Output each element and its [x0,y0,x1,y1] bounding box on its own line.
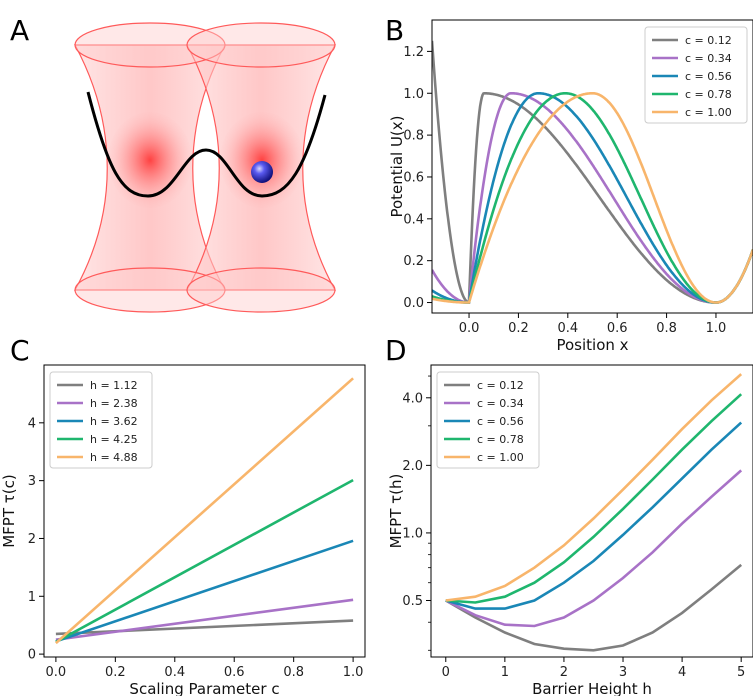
x-tick-label-b-1: 0.2 [508,321,529,336]
y-tick-label-b-3: 0.6 [403,170,424,185]
x-tick-label-b-3: 0.6 [607,321,628,336]
x-tick-label-c-5: 1.0 [343,665,364,680]
plot-frame-d [430,364,753,658]
y-tick-label-d-3: 4.0 [402,391,423,406]
series-line-d-4 [445,373,743,602]
x-tick-label-c-2: 0.4 [164,665,185,680]
left-beam-bottom [74,267,226,313]
y-tick-label-b-6: 1.2 [403,45,424,60]
right-focus [220,112,304,208]
legend-d [436,371,540,469]
y-tick-label-c-3: 3 [28,474,36,489]
plot-frame-b [431,19,753,314]
y-tick-label-d-1: 1.0 [402,526,423,541]
legend-label-d-4: c = 1.00 [477,451,524,464]
y-axis-label-d: MFPT τ(h) [387,474,405,549]
double-well-curve [86,91,327,198]
y-tick-label-c-1: 1 [28,590,36,605]
y-tick-label-b-0: 0.0 [403,296,424,311]
y-tick-label-c-2: 2 [28,532,36,547]
series-line-b-4 [432,92,753,304]
right-beam-bottom [186,267,336,313]
series-line-c-2 [55,539,354,643]
x-tick-label-b-0: 0.0 [459,321,480,336]
series-line-d-1 [445,469,743,628]
y-tick-label-d-0: 0.5 [402,594,423,609]
x-tick-label-c-3: 0.6 [224,665,245,680]
x-tick-label-d-0: 0 [442,665,450,680]
x-tick-label-b-5: 1.0 [706,321,727,336]
series-line-c-3 [55,478,354,644]
x-tick-label-d-1: 1 [501,665,509,680]
series-line-c-4 [55,377,354,645]
series-line-b-2 [432,92,753,304]
legend-label-d-2: c = 0.56 [477,415,524,428]
panel-label-b: B [385,14,404,47]
optical-trap-illustration [73,22,337,313]
chart-d: 0 1 2 3 4 5 0.5 1.0 2.0 4.0 Barrier Height h MFPT τ… [387,364,753,696]
x-tick-label-c-0: 0.0 [46,665,67,680]
y-axis-label-b: Potential U(x) [388,115,406,217]
panel-label-d: D [385,334,407,367]
panel-label-a: A [10,14,29,47]
legend-b [644,26,748,124]
series-line-c-0 [55,619,354,636]
x-tick-label-d-2: 2 [560,665,568,680]
x-tick-label-b-4: 0.8 [656,321,677,336]
x-tick-label-d-3: 3 [619,665,627,680]
y-tick-label-b-5: 1.0 [403,87,424,102]
legend-label-d-0: c = 0.12 [477,379,524,392]
x-axis-label-b: Position x [556,336,628,354]
legend-label-c-4: h = 4.88 [90,451,138,464]
y-tick-label-b-4: 0.8 [403,129,424,144]
x-tick-label-d-5: 5 [737,665,745,680]
series-line-c-1 [55,598,354,641]
left-focus [108,112,192,208]
legend-label-c-1: h = 2.38 [90,397,138,410]
panel-label-c: C [10,334,30,367]
x-axis-label-d: Barrier Height h [532,680,652,696]
legend-label-c-3: h = 4.25 [90,433,138,446]
y-tick-label-b-1: 0.2 [403,254,424,269]
chart-b: 0.0 0.2 0.4 0.6 0.8 1.0 0.0 0.2 0.4 0.6 0.8 1.0 1.2 P… [388,19,753,354]
legend-label-d-3: c = 0.78 [477,433,524,446]
right-beam-top [186,22,336,68]
y-tick-label-c-4: 4 [28,416,36,431]
y-tick-label-c-0: 0 [28,648,36,663]
y-tick-label-d-2: 2.0 [402,459,423,474]
y-tick-label-b-2: 0.4 [403,212,424,227]
x-tick-label-d-4: 4 [678,665,686,680]
legend-c [49,371,153,469]
legend-label-d-1: c = 0.34 [477,397,524,410]
left-beam-top [74,22,226,68]
chart-c: 0.0 0.2 0.4 0.6 0.8 1.0 0 1 2 3 4 Scaling Parameter… [0,364,366,696]
series-line-d-2 [445,421,743,610]
x-axis-label-c: Scaling Parameter c [129,680,279,696]
legend-label-b-3: c = 0.78 [685,88,732,101]
series-line-b-3 [432,92,753,304]
plot-frame-c [43,364,366,658]
x-tick-label-c-1: 0.2 [105,665,126,680]
legend-label-b-4: c = 1.00 [685,106,732,119]
particle [251,161,273,183]
series-line-d-0 [445,563,743,652]
legend-label-b-0: c = 0.12 [685,34,732,47]
legend-label-b-2: c = 0.56 [685,70,732,83]
x-tick-label-b-2: 0.4 [557,321,578,336]
legend-label-c-0: h = 1.12 [90,379,138,392]
series-line-d-3 [445,393,743,604]
series-line-b-1 [432,92,753,304]
y-axis-label-c: MFPT τ(c) [0,474,18,548]
legend-label-c-2: h = 3.62 [90,415,138,428]
legend-label-b-1: c = 0.34 [685,52,732,65]
x-tick-label-c-4: 0.8 [283,665,304,680]
